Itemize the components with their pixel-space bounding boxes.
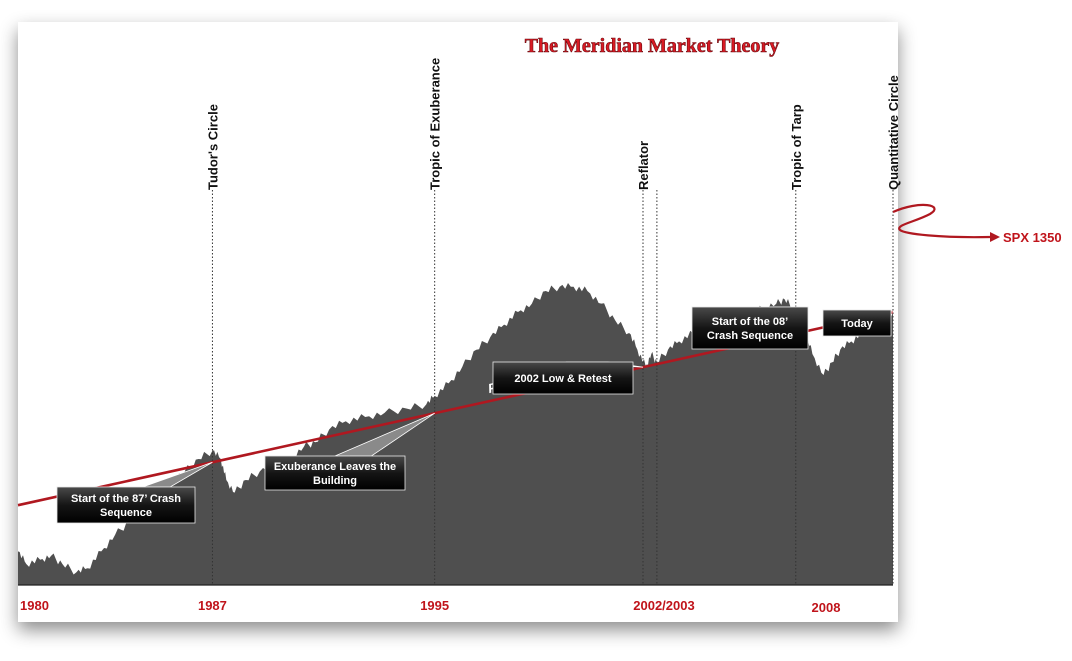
annotation-box-2 [492,361,634,395]
annotations-group: Start of the 87’ Crash Sequence Exuberance… [56,306,894,524]
annotation-text-4-0: Today [841,318,873,330]
annotation-text-3-1: Crash Sequence [707,330,793,342]
vertical-lines-group: Tudor's Circle Tropic of Exuberance Reflat… [205,58,901,585]
vertical-line-label-4: Tropic of Tarp [789,104,804,190]
annotation-box-1 [264,455,406,491]
spx-callout-label: SPX 1350 [1003,230,1062,245]
x-axis-label-3: 2002/2003 [633,598,694,613]
vertical-line-label-5: Quantitative Circle [886,75,901,190]
x-axis-label-0: 1980 [20,598,49,613]
annotation-text-1-0: Exuberance Leaves the [274,461,396,473]
annotation-text-1-1: Building [313,475,357,487]
annotation-box-0 [56,486,196,524]
market-area-series [18,283,893,585]
annotation-text-2-0: 2002 Low & Retest [514,373,612,385]
annotation-text-0-1: Sequence [100,507,152,519]
annotation-box-3 [691,306,809,350]
annotation-box-4 [822,309,892,337]
x-axis-label-4: 2008 [812,600,841,615]
callout-arrowhead [990,232,1000,242]
x-axis-label-2: 1995 [420,598,449,613]
annotation-text-0-0: Start of the 87’ Crash [71,493,181,505]
vertical-line-label-2: Reflator [636,141,651,190]
vertical-line-label-1: Tropic of Exuberance [428,58,443,190]
x-axis-label-1: 1987 [198,598,227,613]
callout-arrow-line [892,203,991,239]
chart-title: The Meridian Market Theory [525,35,780,57]
vertical-line-label-0: Tudor's Circle [205,104,220,190]
x-axis-labels: 1980 1987 1995 2002/2003 2008 [20,598,840,615]
annotation-text-3-0: Start of the 08’ [712,316,788,328]
